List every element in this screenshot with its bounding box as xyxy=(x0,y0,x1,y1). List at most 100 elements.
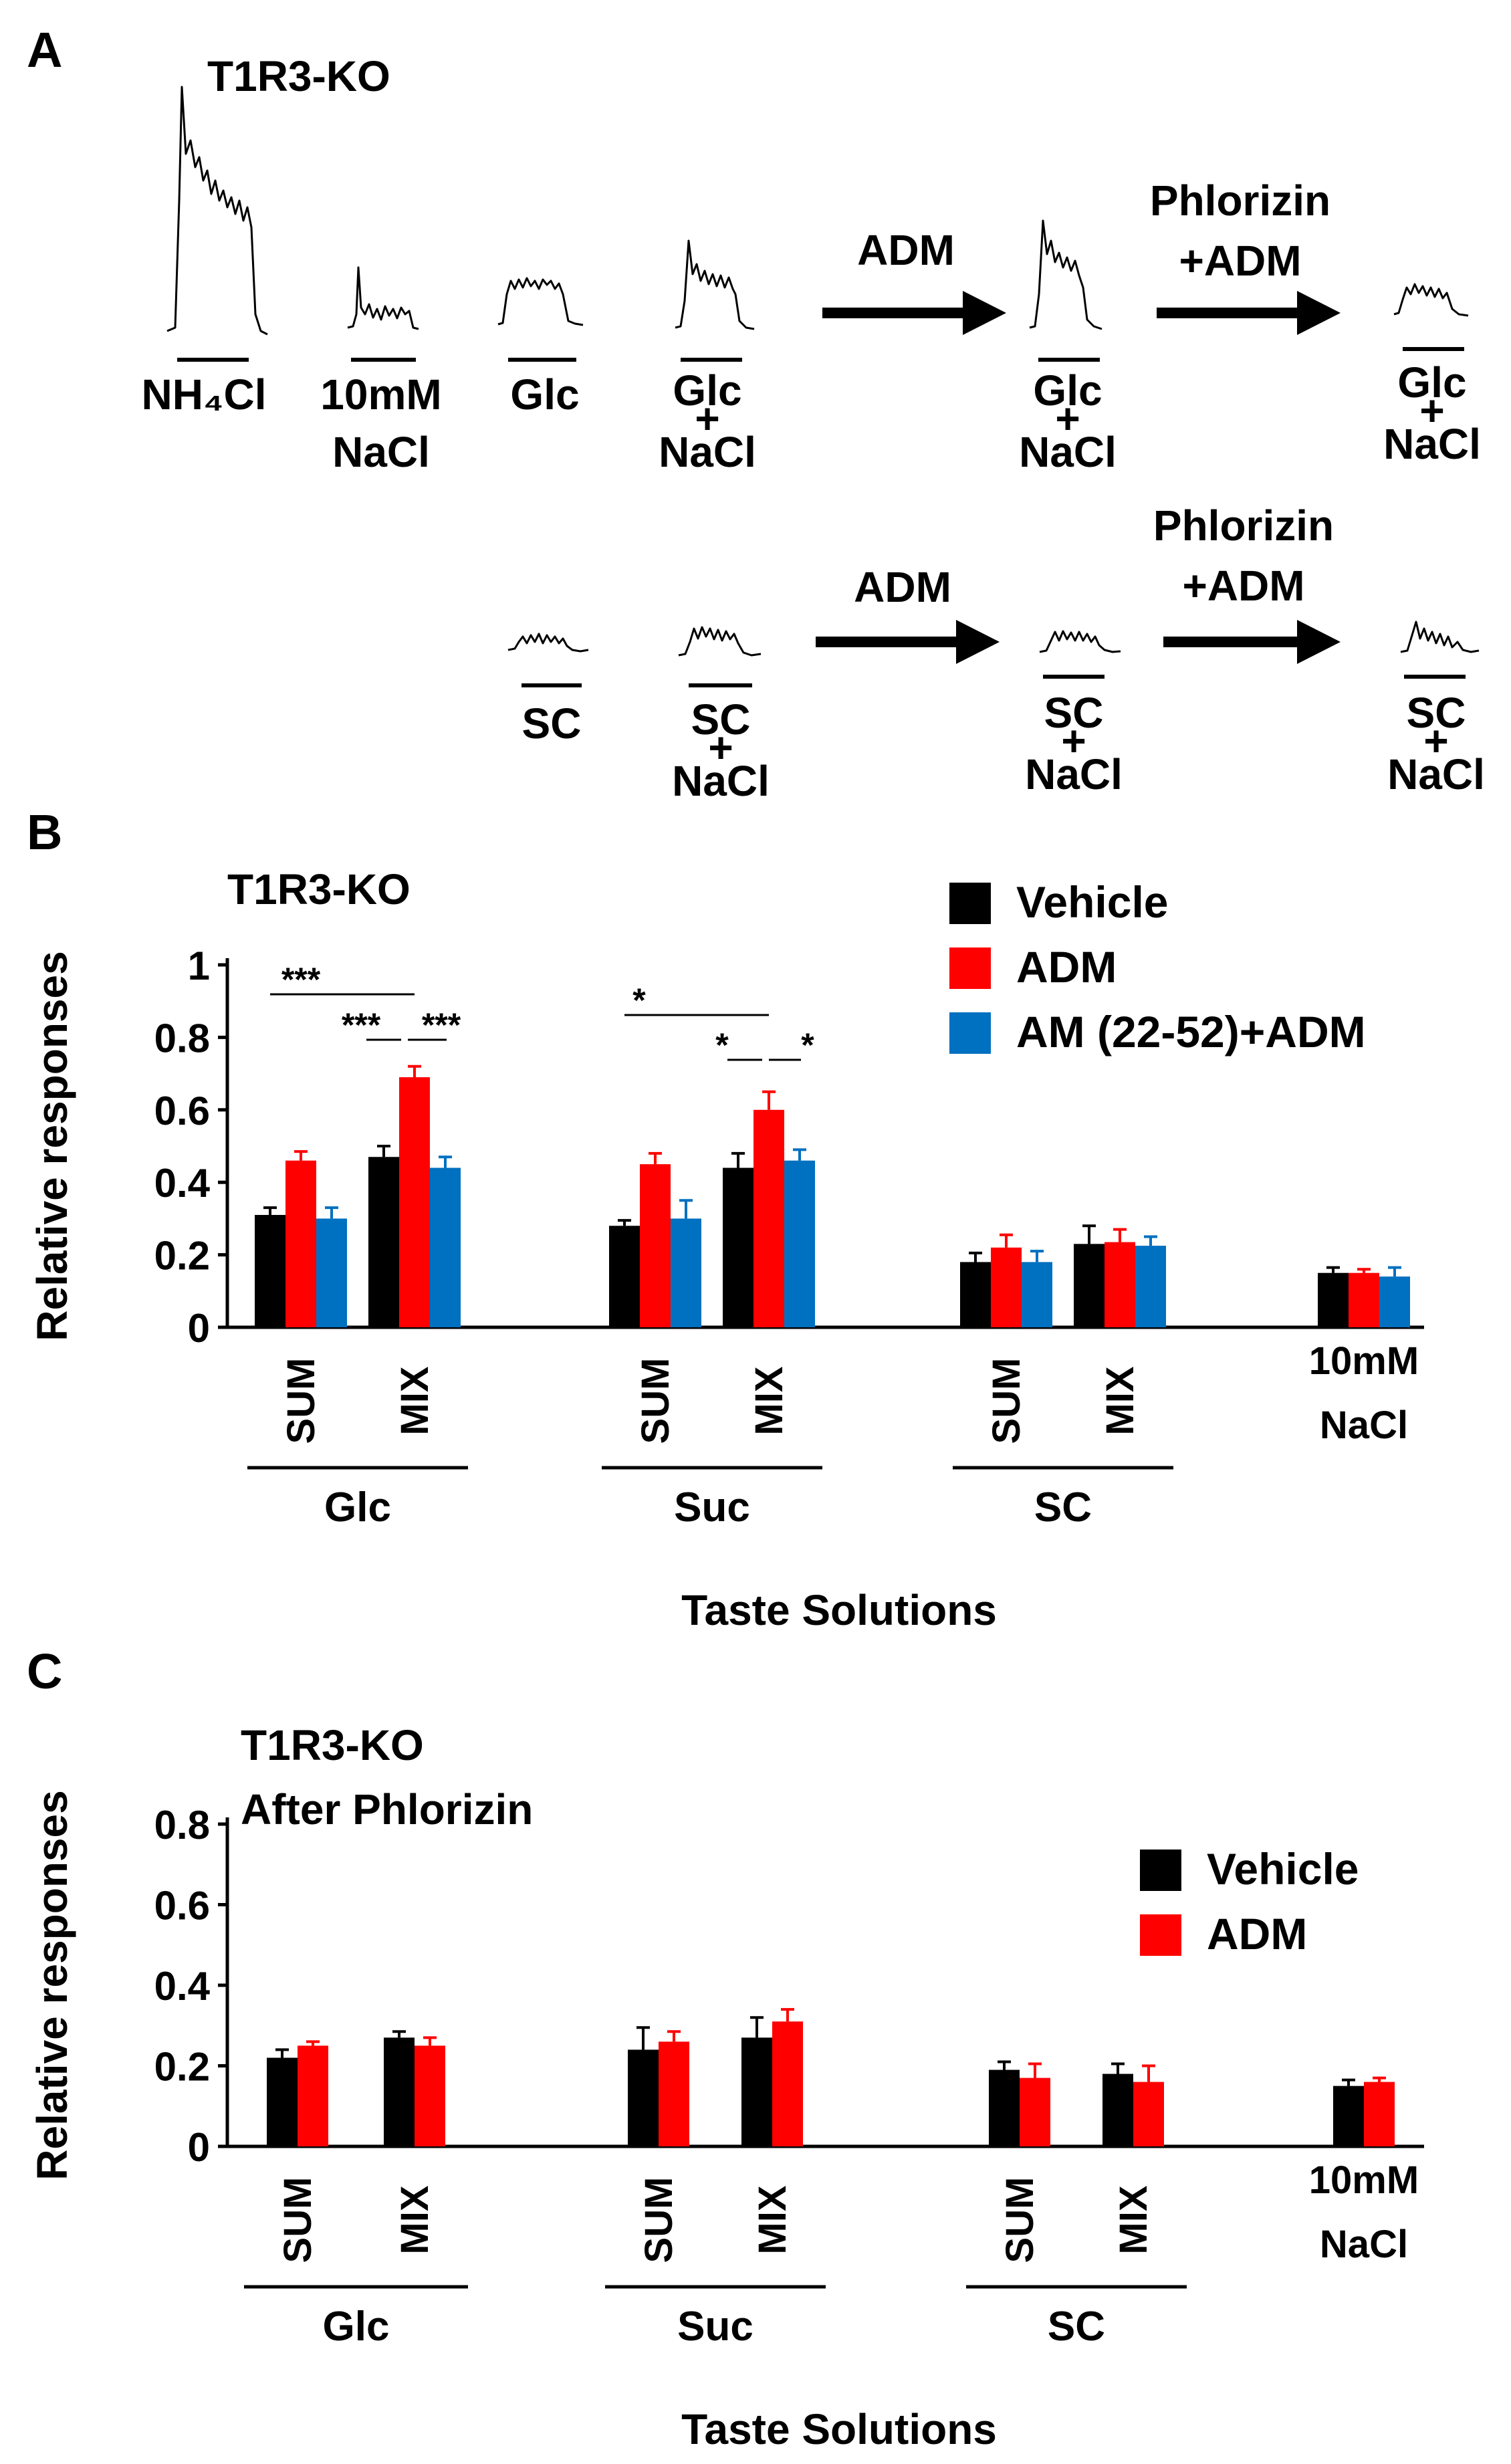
bar xyxy=(1102,2074,1133,2146)
group-label: SC xyxy=(1034,1484,1092,1531)
label-line: NaCl xyxy=(659,428,756,476)
x-tick-label: NaCl xyxy=(1320,2223,1408,2266)
y-tick-label: 0.8 xyxy=(154,1803,210,1847)
arrow-label: Phlorizin xyxy=(1150,177,1330,225)
bar xyxy=(415,2045,445,2146)
y-tick-label: 0.6 xyxy=(154,1884,210,1928)
row1-trace-glc-nacl: Glc + NaCl xyxy=(659,239,756,476)
arrow-head xyxy=(1297,620,1341,664)
label-line: + xyxy=(708,723,733,772)
y-tick-label: 0.4 xyxy=(154,1161,211,1206)
trace-line xyxy=(166,86,268,336)
group-label: Glc xyxy=(324,1484,391,1531)
y-tick-label: 0 xyxy=(188,2125,210,2170)
y-tick-label: 1 xyxy=(188,943,210,988)
x-tick-label: MIX xyxy=(1098,1366,1142,1435)
panel-a: A T1R3-KO NH₄Cl 10mM NaCl Glc Glc + NaCl xyxy=(27,22,1485,805)
significance-star: *** xyxy=(422,1006,461,1044)
bar xyxy=(1133,2082,1164,2146)
row2-trace-sc-nacl-phlorizin: SC + NaCl xyxy=(1387,621,1485,798)
x-tick-label: SUM xyxy=(276,2177,320,2263)
significance-star: * xyxy=(801,1026,814,1064)
x-axis-label: Taste Solutions xyxy=(681,2405,997,2453)
arrow-head xyxy=(956,620,1000,664)
label-line: Glc xyxy=(1397,358,1466,407)
row2-arrow-phlorizin: Phlorizin +ADM xyxy=(1153,501,1341,664)
group-label: Glc xyxy=(323,2304,390,2350)
bar xyxy=(1349,1272,1379,1327)
significance-star: *** xyxy=(281,961,321,998)
label-line: SC xyxy=(522,699,582,748)
bar xyxy=(1105,1242,1135,1327)
bar xyxy=(659,2041,689,2146)
trace-line xyxy=(1039,630,1121,653)
bar xyxy=(255,1214,285,1327)
bar xyxy=(1364,2082,1395,2146)
y-tick-label: 0.4 xyxy=(154,1964,211,2009)
legend-label: Vehicle xyxy=(1016,877,1169,927)
legend-swatch xyxy=(1140,1850,1181,1891)
row2-trace-sc-nacl: SC + NaCl xyxy=(672,626,770,805)
trace-line xyxy=(1029,219,1102,330)
x-tick-label: NaCl xyxy=(1320,1404,1408,1447)
label-line: + xyxy=(1055,395,1080,443)
bar xyxy=(399,1077,430,1327)
bar xyxy=(384,2037,415,2146)
bar xyxy=(1135,1246,1166,1327)
row1-trace-glc: Glc xyxy=(497,277,584,419)
x-tick-label: MIX xyxy=(747,1366,791,1435)
bar xyxy=(741,2037,772,2146)
group-label: SC xyxy=(1048,2304,1105,2350)
arrow-head xyxy=(963,291,1006,335)
legend-label: AM (22-52)+ADM xyxy=(1016,1007,1366,1056)
panel-a-letter: A xyxy=(27,22,62,78)
row1-trace-glc-nacl-adm: Glc + NaCl xyxy=(1019,219,1117,476)
row2-trace-sc: SC xyxy=(507,633,589,748)
label-line: NH₄Cl xyxy=(142,370,267,419)
trace-line xyxy=(507,633,589,653)
label-line: NaCl xyxy=(1019,428,1117,476)
panel-c: C T1R3-KO After Phlorizin Relative respons… xyxy=(27,1644,1424,2453)
panel-b-letter: B xyxy=(27,804,62,860)
x-tick-label: SUM xyxy=(985,1358,1028,1444)
panel-b: B T1R3-KO Relative responses 0 0.2 0.4 0.6 0.8… xyxy=(27,804,1424,1634)
y-tick-label: 0.6 xyxy=(154,1089,210,1133)
x-tick-label: 10mM xyxy=(1309,2158,1419,2202)
arrow-label: ADM xyxy=(857,226,955,274)
label-line: + xyxy=(1419,386,1444,435)
label-line: SC xyxy=(1044,689,1104,737)
label-line: Glc xyxy=(1033,366,1102,415)
trace-line xyxy=(347,266,419,330)
arrow-label: +ADM xyxy=(1179,237,1301,285)
x-tick-label: SUM xyxy=(998,2177,1042,2263)
trace-line xyxy=(675,239,755,330)
label-line: NaCl xyxy=(672,757,770,805)
row1-trace-glc-nacl-phlorizin: Glc + NaCl xyxy=(1383,283,1481,468)
bar xyxy=(285,1160,316,1327)
significance-star: * xyxy=(632,982,646,1019)
y-tick-label: 0 xyxy=(188,1306,210,1351)
bar xyxy=(1022,1262,1052,1327)
chart-title: T1R3-KO xyxy=(227,865,411,913)
legend-label: ADM xyxy=(1207,1909,1307,1958)
bar xyxy=(1318,1272,1349,1327)
trace-line xyxy=(1393,283,1469,317)
row2-arrow-adm: ADM xyxy=(816,563,1000,664)
legend-swatch xyxy=(1140,1914,1181,1956)
x-tick-label: MIX xyxy=(751,2185,794,2254)
bar xyxy=(609,1226,640,1327)
bar xyxy=(316,1218,347,1327)
bar xyxy=(1020,2078,1050,2146)
x-tick-label: SUM xyxy=(279,1358,323,1444)
bar xyxy=(1074,1244,1105,1327)
chart-b: T1R3-KO Relative responses 0 0.2 0.4 0.6 0.8 1 S… xyxy=(28,865,1424,1634)
bar xyxy=(430,1167,461,1327)
label-line: Glc xyxy=(673,366,741,415)
trace-line xyxy=(678,626,762,657)
legend-label: ADM xyxy=(1016,942,1117,992)
group-label: Suc xyxy=(677,2304,753,2350)
bar xyxy=(1333,2086,1364,2146)
legend-swatch xyxy=(949,883,991,924)
label-line: SC xyxy=(1407,689,1466,737)
